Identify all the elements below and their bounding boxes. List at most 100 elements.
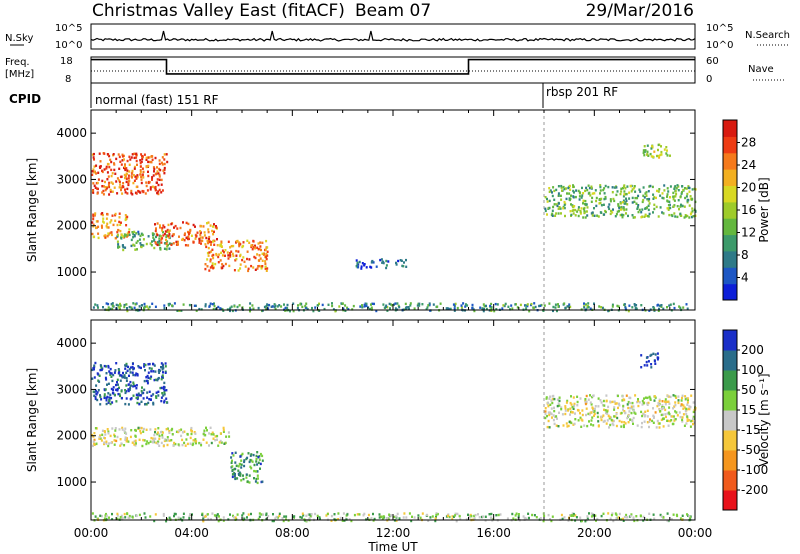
data-cell [162,394,165,397]
data-cell [152,363,155,366]
data-cell [163,166,166,170]
data-cell [148,156,151,159]
data-cell [608,207,611,211]
data-cell [233,305,236,308]
data-cell [150,436,153,440]
data-cell [118,180,121,184]
data-cell [653,207,656,211]
data-cell [647,190,650,193]
data-cell [208,238,210,241]
data-cell [117,392,120,396]
data-cell [382,303,385,306]
data-cell [660,304,663,307]
data-cell [248,258,251,261]
data-cell [570,395,572,398]
data-cell [239,267,242,270]
data-cell [215,225,217,228]
data-cell [174,224,177,228]
data-cell [142,430,145,433]
data-cell [123,235,126,238]
data-cell [128,231,131,234]
data-cell [666,400,669,403]
data-cell [194,237,197,240]
data-cell [116,381,118,384]
data-cell [104,376,107,380]
data-cell [108,185,111,189]
data-cell [215,514,218,517]
data-cell [104,180,106,184]
data-cell [276,305,279,308]
data-cell [665,401,667,404]
data-cell [143,439,146,442]
scatter-region [544,394,697,429]
data-cell [147,307,150,310]
data-cell [680,399,683,402]
data-cell [685,422,688,425]
data-cell [282,519,285,523]
data-cell [123,158,125,161]
data-cell [548,190,551,193]
data-cell [98,152,101,155]
data-cell [123,512,126,516]
data-cell [118,167,121,170]
data-cell [243,460,246,464]
data-cell [600,211,603,214]
data-cell [150,375,153,378]
data-cell [158,243,161,247]
data-cell [166,240,169,243]
data-cell [158,175,161,178]
data-cell [152,233,154,237]
data-cell [173,302,176,305]
data-cell [645,356,648,359]
data-cell [370,306,373,309]
data-cell [181,443,184,447]
data-cell [666,195,668,198]
data-cell [673,419,676,422]
data-cell [107,232,110,235]
data-cell [238,304,241,307]
data-cell [546,425,549,429]
data-cell [160,238,163,241]
data-cell [112,223,115,227]
data-cell [150,155,153,158]
data-cell [160,362,163,365]
data-cell [239,243,242,246]
data-cell [158,237,161,240]
colorbar-segment [723,250,737,268]
data-cell [125,397,128,400]
data-cell [327,303,330,306]
data-cell [213,243,216,246]
data-cell [139,394,142,397]
data-cell [247,269,250,273]
data-cell [141,386,143,389]
data-cell [238,244,241,248]
data-cell [344,309,347,312]
data-cell [285,515,288,518]
data-cell [140,178,143,181]
data-cell [162,169,165,172]
data-cell [361,306,364,309]
data-cell [596,411,599,415]
data-cell [646,403,649,406]
data-cell [165,439,168,442]
data-cell [586,517,589,520]
data-cell [109,307,112,311]
data-cell [174,442,177,446]
data-cell [97,171,100,174]
nsky-panel: N.Sky 10^5 10^0 10^5 10^0 N.Search [5,23,790,51]
data-cell [599,399,602,402]
data-cell [266,267,269,270]
data-cell [609,200,612,203]
data-cell [572,407,575,410]
data-cell [656,419,659,423]
data-cell [627,400,630,404]
data-cell [147,371,150,374]
data-cell [663,184,666,187]
data-cell [588,186,591,190]
data-cell [114,429,117,432]
data-cell [504,302,507,306]
data-cell [158,242,161,245]
data-cell [208,235,211,239]
data-cell [370,261,373,264]
colorbar-tick-label: -50 [741,443,761,457]
